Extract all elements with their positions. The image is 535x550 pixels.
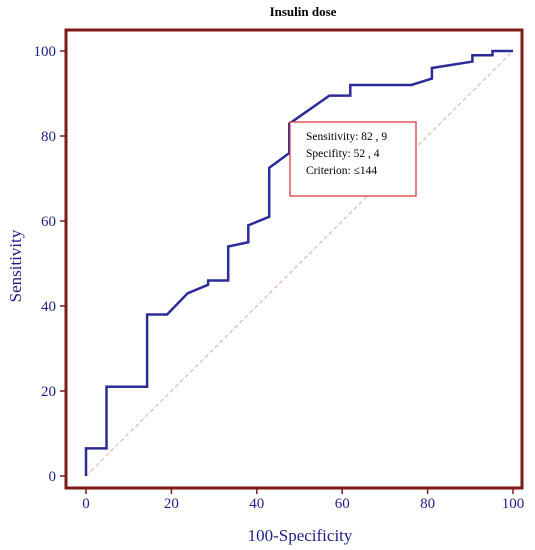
y-tick-label-60: 60 [41, 214, 56, 230]
x-tick-label-40: 40 [249, 496, 264, 512]
y-axis-label: Sensitivity [6, 229, 25, 302]
y-tick-label-100: 100 [34, 44, 57, 60]
annotation-line-2: Specifity: 52 , 4 [306, 148, 380, 160]
roc-curve-line [84, 49, 513, 476]
plot-frame [64, 28, 524, 490]
x-axis-label: 100-Specificity [248, 526, 353, 545]
x-tick-label-100: 100 [502, 496, 525, 512]
annotation-line-1: Sensitivity: 82 , 9 [306, 131, 387, 143]
chart-title: Insulin dose [270, 4, 337, 19]
criterion-annotation: Sensitivity: 82 , 9 Specifity: 52 , 4 Crit… [289, 121, 417, 197]
annotation-box [289, 121, 417, 197]
x-tick-label-80: 80 [420, 496, 435, 512]
y-tick-label-20: 20 [41, 384, 56, 400]
y-tick-label-80: 80 [41, 129, 56, 145]
reference-diagonal-line [85, 50, 514, 477]
x-tick-label-20: 20 [164, 496, 179, 512]
x-tick-label-0: 0 [82, 496, 90, 512]
annotation-line-3: Criterion: ≤144 [306, 165, 377, 177]
plot-area: 0 20 40 60 80 100 0 20 40 60 80 100 [34, 28, 525, 512]
x-tick-label-60: 60 [335, 496, 350, 512]
y-tick-label-40: 40 [41, 299, 56, 315]
y-tick-label-0: 0 [49, 469, 57, 485]
